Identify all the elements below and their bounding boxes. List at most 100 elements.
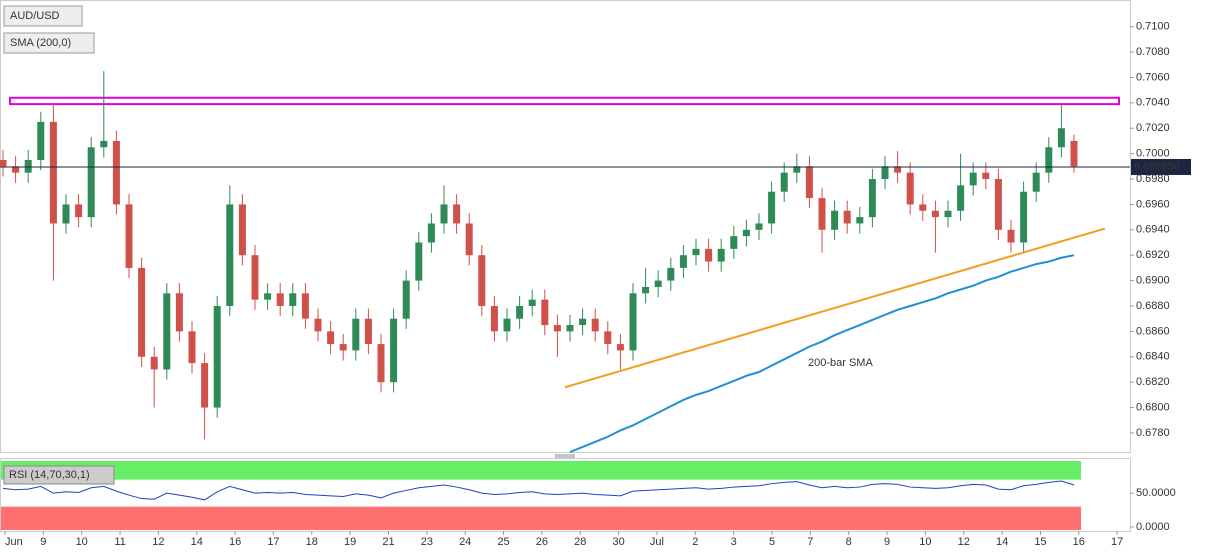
candle-body: [453, 204, 461, 224]
candle-body: [87, 147, 95, 218]
candle-body: [238, 204, 246, 256]
candle-body: [604, 331, 612, 345]
y-tick-label: 0.6860: [1136, 325, 1170, 337]
x-tick-label: 3: [731, 536, 737, 548]
candle-body: [919, 204, 927, 211]
x-tick-label: Jul: [650, 536, 664, 548]
candle-body: [24, 159, 32, 173]
candle-body: [894, 166, 902, 173]
candle-body: [440, 204, 448, 224]
x-tick-label: 30: [612, 536, 624, 548]
candle-body: [289, 293, 297, 306]
x-tick-label: 16: [1073, 536, 1085, 548]
candle-body: [1070, 140, 1078, 167]
candle-body: [390, 318, 398, 383]
candle-body: [213, 305, 221, 408]
candle-body: [12, 166, 20, 173]
y-tick-label: 0.6900: [1136, 275, 1170, 287]
candle-body: [982, 172, 990, 180]
candle-body: [427, 223, 435, 243]
candle-body: [1045, 147, 1053, 173]
candle-body: [314, 318, 322, 332]
chart-title: AUD/USD: [10, 10, 60, 22]
candle-body: [377, 344, 385, 383]
y-tick-label: 0.6880: [1136, 300, 1170, 312]
price-panel: [0, 0, 1131, 453]
x-tick-label: 14: [996, 536, 1008, 548]
candle-body: [226, 204, 234, 306]
oversold-zone: [1, 506, 1081, 530]
candle-body: [503, 318, 511, 332]
candle-body: [969, 172, 977, 186]
y-tick-label: 0.6980: [1136, 173, 1170, 185]
candle-body: [692, 248, 700, 256]
candle-body: [175, 293, 183, 332]
x-tick-label: 28: [574, 536, 586, 548]
current-price-box: [1131, 158, 1191, 175]
rsi-title: RSI (14,70,30,1): [9, 469, 90, 481]
x-tick-label: 11: [114, 536, 125, 548]
candle-body: [679, 255, 687, 268]
x-tick-label: 12: [152, 536, 164, 548]
y-tick-label: 0.7060: [1136, 71, 1170, 83]
candle-body: [327, 331, 335, 345]
x-tick-label: 16: [229, 536, 241, 548]
candle-body: [591, 318, 599, 332]
candle-body: [415, 242, 423, 281]
title-box: [3, 5, 83, 27]
y-tick-label: 0.7020: [1136, 122, 1170, 134]
candle-body: [541, 299, 549, 326]
candle-body: [944, 210, 952, 218]
x-tick-label: 17: [1111, 536, 1123, 548]
candle-body: [856, 217, 864, 224]
current-price-label: 0.698950: [1134, 161, 1180, 173]
candle-body: [868, 179, 876, 218]
candle-body: [742, 229, 750, 237]
candle-body: [805, 166, 813, 199]
indicator-label: SMA (200,0): [10, 37, 71, 49]
x-tick-label: 15: [1034, 536, 1046, 548]
y-tick-label: 0.6960: [1136, 198, 1170, 210]
y-tick-label: 0.6940: [1136, 224, 1170, 236]
candle-body: [906, 172, 914, 205]
indicator-box: [3, 32, 95, 54]
candle-body: [100, 140, 108, 148]
candle-body: [1057, 128, 1065, 148]
x-tick-label: 9: [40, 536, 46, 548]
candle-body: [579, 318, 587, 326]
y-tick-label: 0.7040: [1136, 97, 1170, 109]
candle-body: [465, 223, 473, 256]
x-tick-label: 25: [497, 536, 509, 548]
x-tick-label: 18: [306, 536, 318, 548]
candle-body: [667, 267, 675, 281]
plot-layer: [0, 71, 1120, 453]
candle-body: [201, 363, 209, 408]
y-tick-label: 0.6840: [1136, 351, 1170, 363]
x-tick-label: 12: [958, 536, 970, 548]
candle-body: [931, 210, 939, 218]
candle-body: [478, 255, 486, 306]
candle-body: [490, 305, 498, 332]
candle-body: [654, 280, 662, 287]
candle-body: [150, 356, 158, 370]
candle-body: [364, 318, 372, 345]
candle-body: [831, 210, 839, 230]
x-tick-label: 7: [807, 536, 813, 548]
candle-body: [642, 286, 650, 294]
candle-body: [793, 166, 801, 173]
candle-body: [566, 325, 574, 332]
candle-body: [352, 318, 360, 351]
candle-body: [112, 140, 120, 205]
x-tick-label: 5: [769, 536, 775, 548]
resistance-zone: [9, 96, 1120, 106]
x-tick-label: 24: [459, 536, 471, 548]
y-tick-label: 0.6820: [1136, 376, 1170, 388]
candle-body: [994, 179, 1002, 230]
y-tick-label: 0.7080: [1136, 46, 1170, 58]
x-tick-label: 8: [846, 536, 852, 548]
y-tick-label: 0.6920: [1136, 249, 1170, 261]
x-tick-label: 9: [884, 536, 890, 548]
candle-body: [553, 325, 561, 332]
candle-body: [251, 255, 259, 300]
